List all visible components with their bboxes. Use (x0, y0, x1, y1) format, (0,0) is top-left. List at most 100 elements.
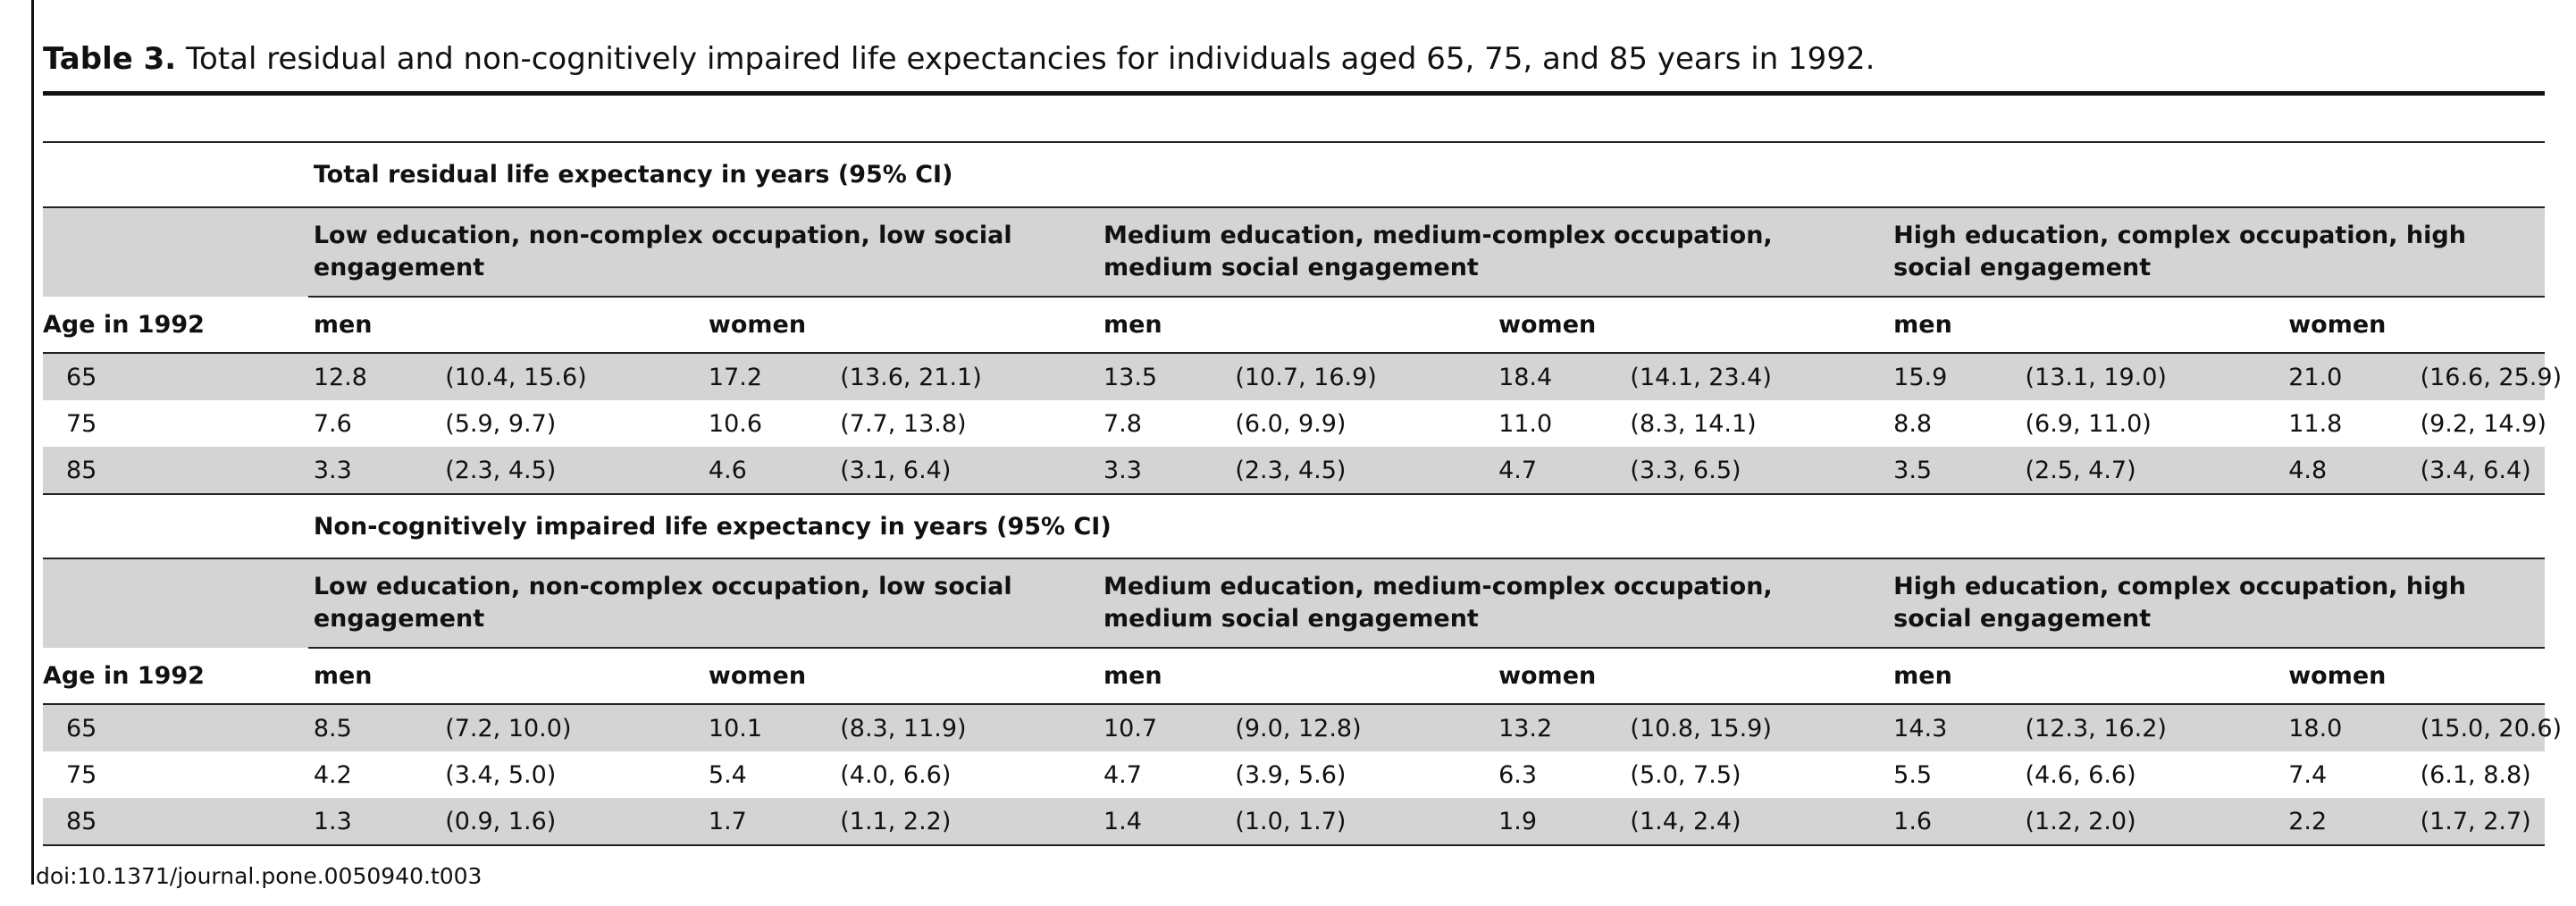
estimate-cell: 15.9 (1888, 353, 2020, 400)
doi-footer: doi:10.1371/journal.pone.0050940.t003 (36, 863, 482, 889)
estimate-cell: 3.3 (307, 447, 441, 495)
estimate-cell: 18.4 (1493, 353, 1625, 400)
ci-cell: (1.2, 2.0) (2019, 798, 2284, 846)
group-header: Low education, non-complex occupation, l… (307, 558, 1098, 649)
section-title: Non-cognitively impaired life expectancy… (313, 512, 1112, 541)
empty-cell (43, 494, 308, 558)
estimate-cell: 7.6 (313, 409, 352, 438)
table-caption: Table 3. Total residual and non-cognitiv… (43, 38, 2545, 80)
table-container: Total residual life expectancy in years … (43, 141, 2562, 846)
estimate-cell: 10.1 (702, 704, 835, 751)
estimate-cell: 10.7 (1097, 704, 1230, 751)
sex-header: women (1493, 648, 1889, 705)
sex-header: men (1888, 648, 2284, 705)
life-expectancy-table: Total residual life expectancy in years … (43, 141, 2562, 846)
ci-cell: (6.9, 11.0) (2025, 409, 2152, 438)
estimate-cell: 8.8 (1893, 409, 1933, 438)
estimate-cell: 1.9 (1493, 798, 1625, 846)
sex-header: women (2283, 648, 2545, 705)
ci-cell: (1.7, 2.7) (2414, 798, 2545, 846)
estimate-cell: 13.5 (1097, 353, 1230, 400)
group-header: Medium education, medium-complex occupat… (1097, 206, 1889, 298)
estimate-cell: 4.2 (313, 760, 352, 789)
age-cell: 85 (43, 798, 308, 846)
estimate-cell: 14.3 (1888, 704, 2020, 751)
ci-cell: (16.6, 25.9) (2414, 353, 2562, 400)
ci-cell: (10.4, 15.6) (440, 353, 703, 400)
ci-cell: (8.3, 11.9) (835, 704, 1098, 751)
ci-cell: (1.1, 2.2) (835, 798, 1098, 846)
age-header: Age in 1992 (43, 648, 308, 705)
estimate-cell: 4.7 (1493, 447, 1625, 495)
ci-cell: (6.0, 9.9) (1235, 409, 1347, 438)
ci-cell: (6.1, 8.8) (2420, 760, 2531, 789)
table-row: 65 8.5 (7.2, 10.0) 10.1 (8.3, 11.9) 10.7 (9.0,… (43, 704, 2562, 751)
empty-cell (43, 206, 308, 297)
estimate-cell: 5.5 (1893, 760, 1933, 789)
ci-cell: (3.9, 5.6) (1235, 760, 1347, 789)
estimate-cell: 12.8 (307, 353, 441, 400)
table-caption-text: Total residual and non-cognitively impai… (186, 41, 1875, 77)
estimate-cell: 8.5 (307, 704, 441, 751)
estimate-cell: 3.3 (1097, 447, 1230, 495)
estimate-cell: 7.8 (1103, 409, 1142, 438)
group-header-row: Low education, non-complex occupation, l… (43, 558, 2545, 649)
estimate-cell: 18.0 (2283, 704, 2415, 751)
sex-header: men (1097, 648, 1494, 705)
ci-cell: (13.1, 19.0) (2019, 353, 2284, 400)
sex-header: men (1097, 297, 1494, 354)
estimate-cell: 2.2 (2283, 798, 2415, 846)
estimate-cell: 5.4 (708, 760, 747, 789)
ci-cell: (9.2, 14.9) (2420, 409, 2547, 438)
estimate-cell: 6.3 (1498, 760, 1538, 789)
estimate-cell: 4.7 (1103, 760, 1142, 789)
section-title-row: Non-cognitively impaired life expectancy… (43, 494, 2545, 558)
ci-cell: (2.3, 4.5) (440, 447, 703, 495)
estimate-cell: 11.8 (2288, 409, 2343, 438)
estimate-cell: 21.0 (2283, 353, 2415, 400)
ci-cell: (8.3, 14.1) (1630, 409, 1757, 438)
group-header-row: Low education, non-complex occupation, l… (43, 206, 2545, 298)
age-cell: 85 (43, 447, 308, 495)
left-margin-rule (31, 0, 34, 885)
group-header: High education, complex occupation, high… (1888, 558, 2545, 649)
table-row: 75 4.2 (3.4, 5.0) 5.4 (4.0, 6.6) 4.7 (3.9, 5.6… (43, 751, 2545, 798)
caption-rule (43, 91, 2545, 96)
ci-cell: (7.2, 10.0) (440, 704, 703, 751)
ci-cell: (5.0, 7.5) (1630, 760, 1741, 789)
sex-header-row: Age in 1992 men women men women men women (43, 297, 2545, 354)
table-row: 85 1.3 (0.9, 1.6) 1.7 (1.1, 2.2) 1.4 (1.0, 1.7… (43, 798, 2545, 846)
table-label: Table 3. (43, 41, 177, 77)
table-row: 65 12.8 (10.4, 15.6) 17.2 (13.6, 21.1) 13.5 (1… (43, 353, 2562, 400)
estimate-cell: 17.2 (702, 353, 835, 400)
group-header: High education, complex occupation, high… (1888, 206, 2545, 298)
table-row: 75 7.6 (5.9, 9.7) 10.6 (7.7, 13.8) 7.8 (6.0, 9… (43, 400, 2547, 447)
estimate-cell: 1.3 (307, 798, 441, 846)
sex-header: men (1888, 297, 2284, 354)
ci-cell: (5.9, 9.7) (445, 409, 557, 438)
ci-cell: (1.0, 1.7) (1229, 798, 1494, 846)
ci-cell: (3.1, 6.4) (835, 447, 1098, 495)
estimate-cell: 3.5 (1888, 447, 2020, 495)
ci-cell: (9.0, 12.8) (1229, 704, 1494, 751)
ci-cell: (13.6, 21.1) (835, 353, 1098, 400)
group-header: Low education, non-complex occupation, l… (307, 206, 1098, 298)
estimate-cell: 11.0 (1498, 409, 1553, 438)
estimate-cell: 10.6 (708, 409, 763, 438)
ci-cell: (15.0, 20.6) (2414, 704, 2562, 751)
age-cell: 75 (66, 760, 97, 789)
sex-header-row: Age in 1992 men women men women men women (43, 648, 2545, 705)
ci-cell: (4.6, 6.6) (2025, 760, 2136, 789)
ci-cell: (10.7, 16.9) (1229, 353, 1494, 400)
ci-cell: (3.3, 6.5) (1624, 447, 1889, 495)
ci-cell: (3.4, 5.0) (445, 760, 557, 789)
estimate-cell: 7.4 (2288, 760, 2328, 789)
estimate-cell: 13.2 (1493, 704, 1625, 751)
sex-header: women (702, 297, 1098, 354)
ci-cell: (2.5, 4.7) (2019, 447, 2284, 495)
empty-cell (43, 141, 308, 207)
estimate-cell: 1.4 (1097, 798, 1230, 846)
empty-cell (43, 558, 308, 648)
sex-header: women (702, 648, 1098, 705)
sex-header: men (307, 297, 703, 354)
